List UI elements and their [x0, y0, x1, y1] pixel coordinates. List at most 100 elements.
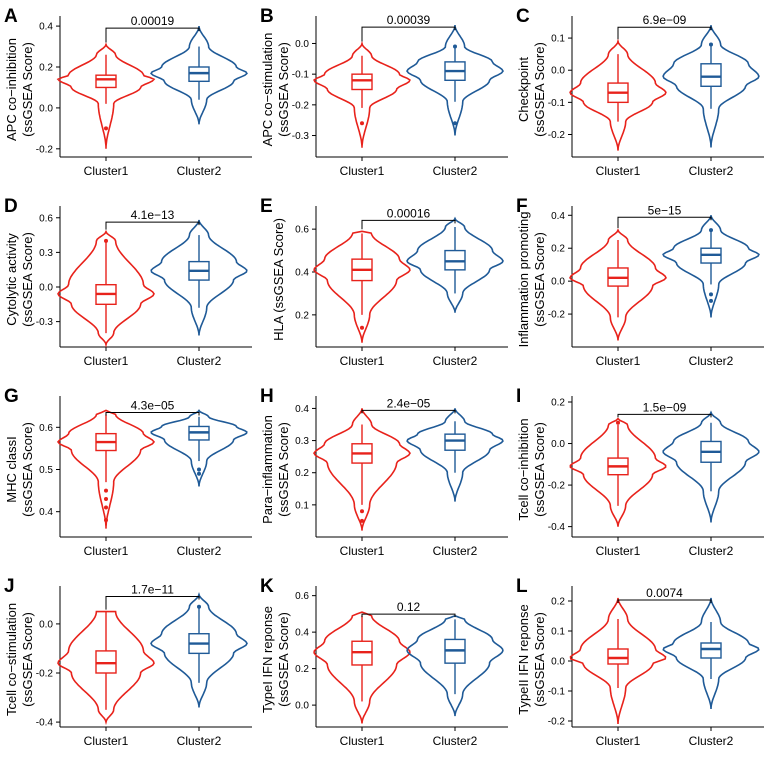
y-tick-label: 0.2	[551, 244, 565, 255]
violin-cluster1	[313, 230, 411, 343]
outlier-point	[453, 121, 457, 126]
y-tick-label: -0.2	[548, 481, 566, 492]
violin-outline	[56, 42, 156, 149]
y-tick-label: 0.6	[39, 213, 53, 224]
significance-bracket	[361, 26, 456, 42]
box-iqr	[95, 650, 117, 674]
p-value-label: 2.4e−05	[387, 396, 431, 410]
panel-label: L	[516, 576, 528, 597]
significance-bracket	[361, 409, 456, 414]
y-axis-label: (ssGSEA Score)	[276, 42, 291, 137]
box-iqr	[95, 74, 117, 89]
panel-c: C Checkpoint (ssGSEA Score) -0.2 -0.1 0.0 0.1 C…	[516, 6, 764, 178]
violin-cluster1	[313, 408, 411, 531]
x-tick-label: Cluster1	[84, 354, 129, 368]
violin-cluster2	[406, 614, 504, 717]
p-value-label: 4.3e−05	[131, 398, 175, 412]
x-tick-label: Cluster1	[596, 734, 641, 748]
violin-outline	[150, 409, 248, 487]
y-axis-label: TypeII IFN reponse	[516, 604, 531, 715]
outlier-point	[197, 467, 201, 472]
y-tick-label: 0.4	[295, 268, 309, 279]
y-tick-label: 0.4	[551, 211, 565, 222]
panel-label: G	[4, 386, 19, 407]
y-tick-label: 0.0	[295, 701, 309, 712]
y-tick-label: 0.2	[295, 310, 309, 321]
violin-cluster1	[313, 40, 411, 148]
y-tick-label: -0.4	[548, 522, 566, 533]
violin-outline	[150, 591, 248, 708]
panel-label: I	[516, 386, 521, 407]
outlier-point	[104, 497, 108, 502]
p-value-label: 0.00039	[387, 13, 431, 27]
y-axis-label: TypeI IFN reponse	[260, 606, 275, 713]
panel-g: G MHC classI (ssGSEA Score) 0.4 0.5 0.6 Cluste…	[4, 386, 252, 558]
y-tick-label: 0.0	[295, 39, 309, 50]
significance-bracket	[105, 595, 200, 610]
p-value-label: 1.5e−09	[643, 400, 687, 414]
y-tick-label: 0.3	[39, 248, 53, 259]
violin-outline	[406, 25, 504, 136]
x-tick-label: Cluster2	[689, 354, 734, 368]
y-tick-label: 0.0	[39, 283, 53, 294]
panel-label: F	[516, 196, 528, 217]
violin-cluster1	[56, 42, 156, 149]
y-axis-label: HLA (ssGSEA Score)	[271, 218, 286, 341]
p-value-label: 0.12	[397, 600, 421, 614]
outlier-point	[360, 509, 364, 514]
panel-label: H	[260, 386, 274, 407]
violin-outline	[569, 417, 667, 527]
y-tick-label: 0.2	[295, 468, 309, 479]
violin-outline	[313, 40, 411, 148]
violin-cluster2	[150, 591, 248, 708]
outlier-point	[197, 471, 201, 476]
panel-label: J	[4, 576, 15, 597]
y-tick-label: 0.4	[295, 628, 309, 639]
y-tick-label: 0.1	[551, 34, 565, 45]
y-tick-label: 0.4	[295, 404, 309, 415]
x-tick-label: Cluster2	[177, 544, 222, 558]
y-axis-label: Cytolytic activity	[4, 233, 19, 326]
violin-outline	[569, 38, 667, 151]
violin-outline	[662, 410, 760, 523]
y-tick-label: -0.2	[548, 310, 566, 321]
violin-cluster2	[406, 408, 504, 502]
box-iqr	[700, 642, 722, 659]
y-tick-label: 0.4	[39, 22, 53, 33]
y-tick-label: 0.0	[551, 66, 565, 77]
y-tick-label: 0.0	[551, 439, 565, 450]
violin-cluster2	[662, 25, 760, 148]
violin-outline	[313, 611, 411, 724]
outlier-point	[197, 604, 201, 609]
violin-outline	[313, 408, 411, 531]
box-iqr	[351, 73, 373, 91]
violin-outline	[56, 409, 156, 529]
significance-bracket	[105, 411, 200, 416]
y-tick-label: 0.0	[551, 657, 565, 668]
violin-cluster2	[662, 597, 760, 710]
outlier-point	[104, 126, 108, 131]
panel-k: K TypeI IFN reponse (ssGSEA Score) 0.0 0.2 0.…	[260, 576, 508, 748]
x-tick-label: Cluster1	[340, 354, 385, 368]
y-axis-label: (ssGSEA Score)	[20, 232, 35, 327]
p-value-label: 5e−15	[648, 203, 682, 217]
violin-outline	[406, 216, 504, 313]
x-tick-label: Cluster1	[84, 734, 129, 748]
y-axis-label: (ssGSEA Score)	[20, 612, 35, 707]
y-tick-label: -0.3	[292, 131, 310, 142]
x-tick-label: Cluster1	[340, 734, 385, 748]
x-tick-label: Cluster1	[84, 164, 129, 178]
significance-bracket	[617, 413, 712, 418]
violin-cluster2	[662, 410, 760, 523]
panel-label: K	[260, 576, 274, 597]
significance-bracket	[617, 26, 712, 40]
violin-outline	[313, 230, 411, 343]
y-tick-label: -0.2	[36, 144, 54, 155]
y-tick-label: 0.0	[39, 103, 53, 114]
violin-cluster1	[57, 610, 155, 726]
y-tick-label: -0.2	[36, 669, 54, 680]
y-axis-label: (ssGSEA Score)	[276, 612, 291, 707]
